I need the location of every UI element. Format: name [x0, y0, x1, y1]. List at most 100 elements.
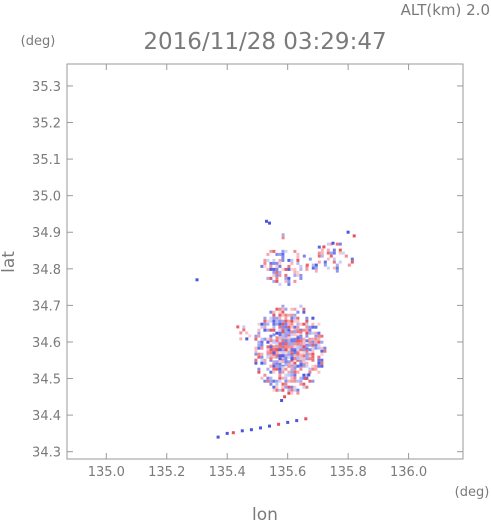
echo-cell-negative — [332, 251, 336, 255]
echo-cell-negative — [299, 345, 303, 349]
echo-point-positive — [283, 395, 287, 399]
echo-cell-positive — [293, 354, 297, 358]
echo-cell-negative — [260, 355, 264, 359]
echo-cell-positive — [263, 264, 267, 268]
echo-point-negative — [295, 419, 299, 423]
echo-cell-positive — [314, 367, 318, 371]
echo-cell-negative — [275, 252, 279, 256]
echo-cell-negative — [311, 346, 315, 350]
echo-cell-positive — [296, 255, 300, 259]
echo-cell-positive — [347, 263, 351, 267]
echo-cell-positive — [284, 316, 288, 320]
echo-cell-negative — [332, 248, 336, 252]
echo-cell-positive — [272, 367, 276, 371]
echo-cell-positive — [299, 352, 303, 356]
echo-cell-negative — [284, 307, 288, 311]
echo-cell-negative — [305, 339, 309, 343]
echo-cell-negative — [320, 349, 324, 353]
echo-cell-negative — [278, 328, 282, 332]
altitude-label: ALT(km) 2.0 — [401, 1, 490, 19]
echo-cell-negative — [305, 373, 309, 377]
echo-cell-negative — [272, 322, 276, 326]
echo-cell-positive — [281, 370, 285, 374]
echo-cell-positive — [257, 322, 261, 326]
echo-cell-negative — [257, 367, 261, 371]
echo-cell-negative — [275, 331, 279, 335]
echo-cell-positive — [278, 373, 282, 377]
echo-cell-positive — [272, 273, 276, 277]
echo-cell-positive — [299, 382, 303, 386]
echo-cell-positive — [296, 316, 300, 320]
y-tick-label: 35.2 — [32, 117, 61, 132]
echo-cell-positive — [329, 254, 333, 258]
echo-cell-negative — [296, 310, 300, 314]
echo-cell-positive — [302, 328, 306, 332]
echo-cell-positive — [299, 342, 303, 346]
echo-cell-positive — [317, 337, 321, 341]
y-tick-label: 34.4 — [32, 409, 61, 424]
echo-cell-negative — [284, 339, 288, 343]
echo-cell-negative — [335, 263, 339, 267]
echo-cell-negative — [299, 334, 303, 338]
echo-cell-negative — [275, 379, 279, 383]
echo-cell-positive — [308, 370, 312, 374]
echo-cell-positive — [278, 313, 282, 317]
echo-cell-positive — [293, 333, 297, 337]
echo-cell-positive — [326, 257, 330, 261]
echo-cell-negative — [302, 363, 306, 367]
echo-cell-negative — [281, 258, 285, 262]
echo-cell-positive — [299, 357, 303, 361]
echo-cell-positive — [236, 325, 240, 329]
echo-cell-positive — [287, 345, 291, 349]
echo-cell-positive — [278, 360, 282, 364]
echo-cell-negative — [278, 367, 282, 371]
echo-cell-negative — [263, 337, 267, 341]
echo-cell-negative — [284, 249, 288, 253]
x-tick-label: 135.4 — [209, 465, 246, 480]
echo-cell-positive — [338, 248, 342, 252]
echo-cell-positive — [287, 363, 291, 367]
echo-cell-negative — [287, 351, 291, 355]
echo-cell-positive — [272, 313, 276, 317]
echo-cell-positive — [281, 307, 285, 311]
echo-cell-positive — [272, 370, 276, 374]
echo-cell-positive — [287, 325, 291, 329]
echo-cell-negative — [287, 279, 291, 283]
echo-cell-negative — [317, 364, 321, 368]
echo-cell-negative — [284, 322, 288, 326]
echo-cell-negative — [308, 257, 312, 261]
echo-cell-positive — [266, 349, 270, 353]
echo-cell-positive — [302, 340, 306, 344]
echo-cell-negative — [272, 279, 276, 283]
echo-cell-positive — [275, 348, 279, 352]
echo-cell-negative — [260, 343, 264, 347]
echo-cell-negative — [287, 258, 291, 262]
echo-cell-negative — [287, 373, 291, 377]
echo-cell-negative — [269, 379, 273, 383]
echo-cell-positive — [296, 258, 300, 262]
echo-cell-negative — [296, 336, 300, 340]
echo-cell-negative — [284, 373, 288, 377]
echo-cell-positive — [269, 328, 273, 332]
echo-cell-positive — [287, 322, 291, 326]
echo-cell-positive — [293, 270, 297, 274]
echo-cell-positive — [269, 348, 273, 352]
echo-cell-negative — [281, 249, 285, 253]
echo-cell-negative — [290, 385, 294, 389]
echo-cell-positive — [281, 345, 285, 349]
echo-cell-positive — [302, 342, 306, 346]
x-axis-label: lon — [252, 505, 278, 521]
echo-cell-positive — [293, 376, 297, 380]
echo-cell-negative — [281, 319, 285, 323]
echo-cell-positive — [281, 328, 285, 332]
echo-cell-negative — [290, 364, 294, 368]
echo-cell-negative — [308, 348, 312, 352]
echo-cell-negative — [263, 361, 267, 365]
echo-cell-positive — [293, 357, 297, 361]
echo-cell-negative — [278, 322, 282, 326]
echo-cell-negative — [323, 260, 327, 264]
echo-cell-negative — [308, 343, 312, 347]
echo-cell-negative — [278, 331, 282, 335]
echo-cell-positive — [263, 373, 267, 377]
echo-cell-negative — [281, 325, 285, 329]
